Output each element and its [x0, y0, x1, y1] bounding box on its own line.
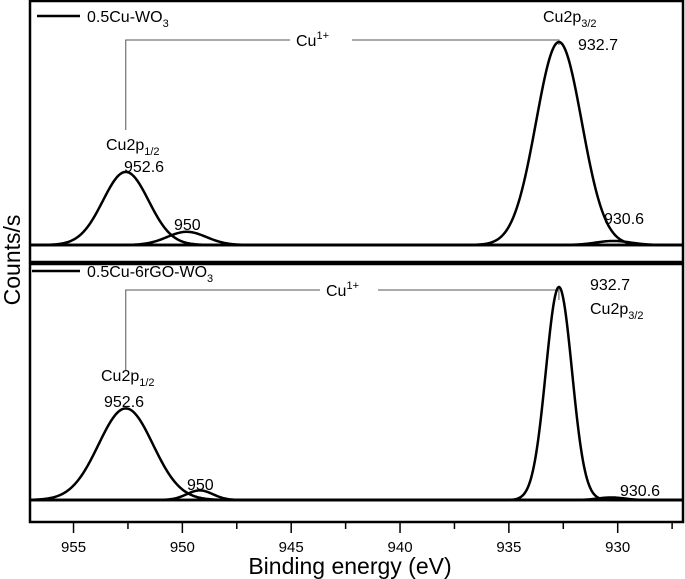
- plot-frame: [28, 0, 685, 524]
- peak-value-label: 930.6: [620, 483, 660, 500]
- peak-curve-930.6: [30, 496, 683, 502]
- annotation-bracket-left: [125, 289, 320, 370]
- peak-curve-952.6: [30, 170, 683, 247]
- bottom-panel-frame: [28, 262, 685, 524]
- annotation-bracket-right: [352, 39, 560, 45]
- peak-value-label: 952.6: [124, 159, 164, 176]
- peak-value-label: 932.7: [590, 277, 630, 294]
- x-axis-title: Binding energy (eV): [248, 553, 451, 579]
- peak-name-cu2p1/2: Cu2p1/2: [106, 137, 160, 158]
- x-tick-label: 950: [170, 539, 195, 556]
- peak-name-cu2p3/2: Cu2p3/2: [543, 9, 597, 30]
- peak-value-label: 950: [187, 477, 214, 494]
- species-label: Cu1+: [296, 30, 329, 50]
- x-tick-label: 930: [605, 539, 630, 556]
- x-tick-label: 935: [496, 539, 521, 556]
- peak-value-label: 930.6: [604, 211, 644, 228]
- peak-value-label: 950: [174, 217, 201, 234]
- panel-0.5Cu-6rGO-WO3: 0.5Cu-6rGO-WO3 Cu1+ Cu2p1/2 952.6 Cu2p3/2 932…: [29, 264, 683, 502]
- peak-name-cu2p3/2: Cu2p3/2: [590, 301, 644, 322]
- x-tick-label: 945: [279, 539, 304, 556]
- legend-label: 0.5Cu-6rGO-WO3: [87, 264, 213, 285]
- top-panel-frame: [28, 0, 685, 264]
- legend-label: 0.5Cu-WO3: [87, 9, 169, 30]
- annotation-bracket-right: [378, 289, 560, 300]
- x-axis: 955 950 945 940 935 930: [61, 522, 673, 556]
- y-axis-title: Counts/s: [0, 215, 25, 306]
- peak-value-label: 932.7: [578, 37, 618, 54]
- peak-curve-930.6: [30, 239, 683, 247]
- x-tick-label: 955: [61, 539, 86, 556]
- annotation-bracket-left: [125, 39, 290, 130]
- peak-name-cu2p1/2: Cu2p1/2: [101, 368, 155, 389]
- species-label: Cu1+: [326, 280, 359, 300]
- peak-value-label: 952.6: [104, 394, 144, 411]
- x-tick-label: 940: [388, 539, 413, 556]
- peak-curve-952.6: [29, 407, 683, 502]
